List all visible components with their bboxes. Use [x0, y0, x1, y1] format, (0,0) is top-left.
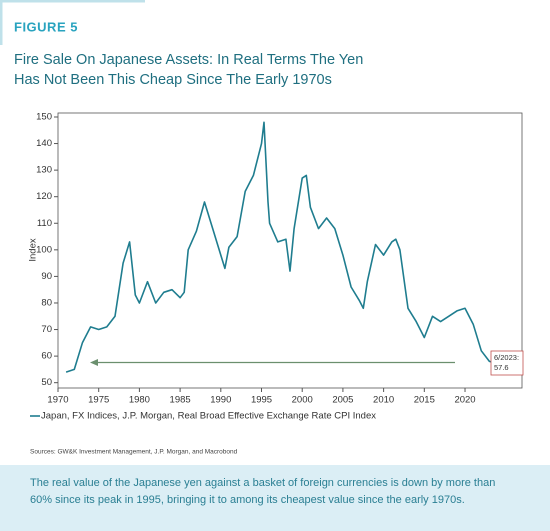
caption: 60% since its peak in 1995, bringing it … — [30, 494, 465, 506]
y-tick-label: 60 — [41, 351, 52, 362]
plot-area — [57, 112, 523, 389]
y-tick-label: 100 — [36, 244, 52, 255]
annotation-date: 6/2023: — [494, 353, 519, 362]
figure-label: FIGURE 5 — [14, 19, 78, 34]
y-tick-label: 50 — [41, 377, 52, 388]
x-tick-label: 2000 — [292, 395, 313, 406]
x-tick-label: 1990 — [210, 395, 231, 406]
y-axis-label: Index — [28, 238, 39, 261]
data-line — [65, 121, 494, 373]
y-tick-label: 80 — [41, 297, 52, 308]
legend-label: Japan, FX Indices, J.P. Morgan, Real Bro… — [41, 411, 376, 422]
x-tick-label: 2005 — [332, 395, 353, 406]
x-tick-label: 1975 — [88, 395, 109, 406]
arrow-head — [90, 358, 98, 366]
x-tick-label: 2020 — [454, 395, 475, 406]
x-tick-label: 2015 — [414, 395, 435, 406]
source-note: Sources: GW&K Investment Management, J.P… — [30, 449, 238, 456]
x-tick-label: 1980 — [129, 395, 150, 406]
y-tick-label: 120 — [36, 191, 52, 202]
x-tick-label: 1995 — [251, 395, 272, 406]
caption: The real value of the Japanese yen again… — [30, 477, 495, 489]
y-tick-label: 150 — [36, 112, 52, 123]
x-tick-label: 1985 — [170, 395, 191, 406]
chart-title: Fire Sale On Japanese Assets: In Real Te… — [14, 52, 363, 68]
y-tick-label: 70 — [41, 324, 52, 335]
x-tick-label: 1970 — [47, 395, 68, 406]
y-tick-label: 130 — [36, 165, 52, 176]
annotation-box — [490, 350, 524, 376]
y-tick-label: 110 — [37, 218, 52, 229]
caption-box — [0, 465, 550, 531]
chart-title: Has Not Been This Cheap Since The Early … — [14, 72, 332, 88]
x-tick-label: 2010 — [373, 395, 394, 406]
y-tick-label: 140 — [36, 138, 52, 149]
annotation-value: 57.6 — [494, 363, 509, 372]
y-tick-label: 90 — [41, 271, 52, 282]
